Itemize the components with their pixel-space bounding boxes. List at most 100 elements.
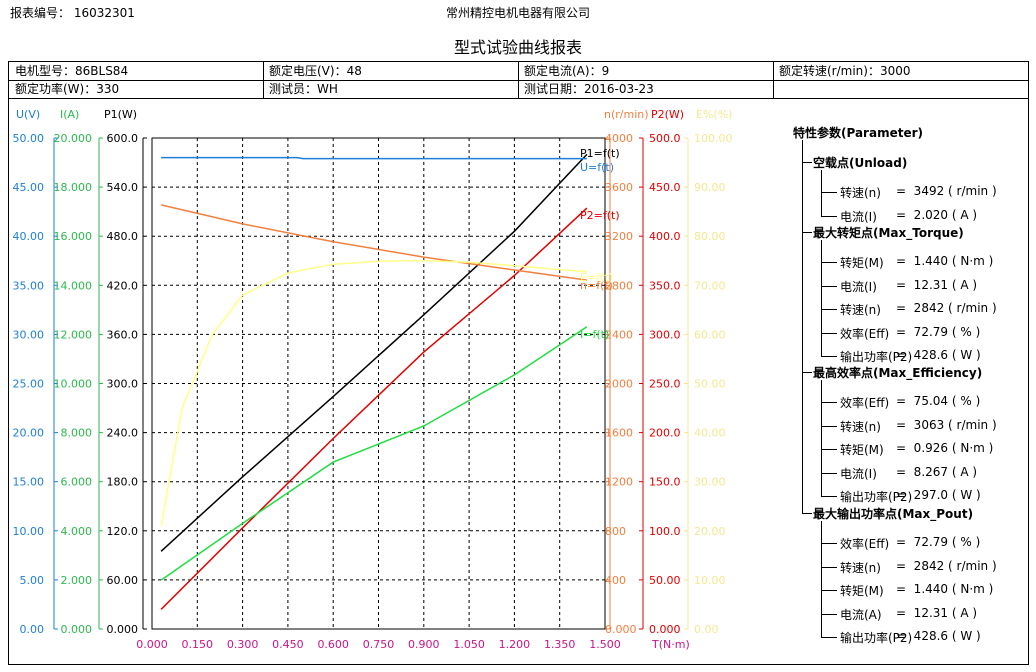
tree-connector — [821, 566, 837, 568]
param-value: = 12.31 ( A ) — [896, 277, 978, 292]
report-frame — [8, 99, 1029, 665]
series-label-P2: P2=f(t) — [580, 209, 620, 222]
param-item: 输出功率(P2) = 297.0 ( W ) — [840, 488, 981, 505]
param-label: 输出功率(P2) — [840, 490, 913, 504]
y-tick-label-P1: 480.0 — [107, 230, 139, 243]
y-tick-label-P2: 250.0 — [649, 378, 681, 391]
x-tick-label: 0.150 — [182, 638, 214, 651]
tree-connector — [802, 372, 812, 373]
tree-connector — [821, 613, 837, 615]
y-tick-label-n: 3600 — [605, 181, 633, 194]
axis-title-E: E%(%) — [696, 108, 732, 121]
tree-connector — [821, 425, 837, 427]
y-tick-label-n: 2000 — [605, 378, 633, 391]
y-tick-label-E: 40.00 — [694, 427, 726, 440]
param-label: 转速(n) — [840, 186, 881, 200]
y-tick-label-U: 5.00 — [20, 574, 45, 587]
tree-connector — [821, 215, 837, 217]
y-tick-label-n: 1200 — [605, 476, 633, 489]
param-value: = 1.440 ( N·m ) — [896, 254, 994, 268]
y-tick-label-P2: 450.0 — [649, 181, 681, 194]
y-tick-label-n: 0.000 — [605, 623, 637, 636]
y-tick-label-n: 2800 — [605, 279, 633, 292]
tree-connector — [821, 170, 822, 216]
y-tick-label-P1: 60.00 — [107, 574, 139, 587]
x-tick-label: 0.750 — [363, 638, 395, 651]
param-value: = 12.31 ( A ) — [896, 605, 978, 620]
series-line-P2 — [160, 207, 588, 610]
y-tick-label-I: 2.000 — [61, 574, 93, 587]
param-value: = 428.6 ( W ) — [896, 629, 981, 643]
y-tick-label-I: 14.000 — [54, 279, 93, 292]
info-table: 电机型号：86BLS84 额定电压(V)：48 额定电流(A)：9 额定转速(r… — [8, 61, 1029, 99]
report-title: 型式试验曲线报表 — [453, 38, 582, 57]
rated-power: 额定功率(W)：330 — [15, 82, 120, 96]
plot-area-border — [151, 137, 606, 630]
param-label: 效率(Eff) — [840, 537, 890, 551]
y-tick-label-P2: 50.00 — [649, 574, 681, 587]
axis-title-P1: P1(W) — [104, 108, 137, 121]
y-tick-label-P2: 200.0 — [649, 427, 681, 440]
param-value: = 428.6 ( W ) — [896, 348, 981, 362]
series-label-I: I=f(t) — [580, 328, 609, 341]
y-tick-label-P1: 360.0 — [107, 328, 139, 341]
axis-title-P2: P2(W) — [651, 108, 684, 121]
company-name: 常州精控电机电器有限公司 — [445, 6, 590, 20]
rated-speed: 额定转速(r/min)：3000 — [779, 64, 911, 78]
y-tick-label-U: 20.00 — [13, 427, 45, 440]
series-line-n — [160, 204, 588, 281]
tree-connector — [821, 262, 837, 263]
y-tick-label-I: 20.000 — [54, 132, 93, 145]
y-tick-label-E: 100.00 — [694, 132, 733, 145]
param-group-title: 最大输出功率点(Max_Pout) — [813, 507, 974, 521]
y-tick-label-n: 4000 — [605, 132, 633, 145]
param-item: 输出功率(P2) = 428.6 ( W ) — [840, 348, 981, 365]
y-tick-label-E: 50.00 — [694, 378, 726, 391]
param-label: 输出功率(P2) — [840, 350, 913, 364]
param-value: = 2.020 ( A ) — [896, 207, 978, 222]
parameter-panel: 特性参数(Parameter) 空载点(Unload) 转速(n) = 3492 ( … — [770, 0, 1036, 672]
param-item: 转矩(M) = 1.440 ( N·m ) — [840, 254, 993, 271]
tree-connector — [821, 637, 837, 638]
y-tick-label-U: 40.00 — [13, 230, 45, 243]
tree-connector — [821, 356, 837, 357]
characteristic-chart: 0.00 5.00 10.00 15.00 20.00 25.00 30.00 35.00 40… — [13, 108, 733, 651]
param-item: 转速(n) = 3063 ( r/min ) — [840, 418, 997, 435]
y-tick-label-U: 25.00 — [13, 378, 45, 391]
series-label-n: n=f(t) — [580, 279, 613, 292]
y-tick-label-P2: 350.0 — [649, 279, 681, 292]
tree-connector — [821, 472, 837, 474]
y-tick-label-P2: 300.0 — [649, 328, 681, 341]
param-item: 电流(I) = 8.267 ( A ) — [840, 465, 977, 482]
motor-model: 电机型号：86BLS84 — [15, 64, 129, 78]
y-tick-label-E: 80.00 — [694, 230, 726, 243]
y-tick-label-U: 10.00 — [13, 525, 45, 538]
tree-connector — [802, 232, 812, 233]
param-label: 转速(n) — [840, 303, 881, 317]
series-line-U — [161, 156, 587, 160]
y-tick-label-P1: 240.0 — [107, 427, 139, 440]
y-tick-label-P2: 100.0 — [649, 525, 681, 538]
tree-connector — [821, 496, 837, 497]
y-tick-label-P1: 300.0 — [107, 378, 139, 391]
report-number: 报表编号： 16032301 — [10, 6, 135, 20]
y-tick-label-P1: 600.0 — [107, 132, 139, 145]
param-value: = 75.04 ( % ) — [896, 394, 981, 408]
tree-connector — [821, 285, 837, 287]
y-tick-label-I: 18.000 — [54, 181, 93, 194]
param-value: = 2842 ( r/min ) — [896, 558, 997, 573]
param-value: = 8.267 ( A ) — [896, 464, 978, 479]
param-group-title: 最高效率点(Max_Efficiency) — [813, 366, 983, 380]
y-tick-label-I: 6.000 — [61, 476, 93, 489]
param-value: = 1.440 ( N·m ) — [896, 582, 994, 596]
tree-connector — [802, 140, 803, 513]
param-label: 电流(I) — [840, 279, 877, 294]
y-tick-label-P1: 540.0 — [107, 181, 139, 194]
param-label: 转速(n) — [840, 560, 881, 575]
param-group-title: 最大转矩点(Max_Torque) — [813, 226, 964, 240]
y-tick-label-E: 90.00 — [694, 181, 726, 194]
tester: 测试员：WH — [269, 82, 338, 96]
tree-connector — [821, 590, 837, 591]
rated-current: 额定电流(A)：9 — [524, 64, 610, 78]
x-tick-label: 0.000 — [136, 638, 168, 651]
